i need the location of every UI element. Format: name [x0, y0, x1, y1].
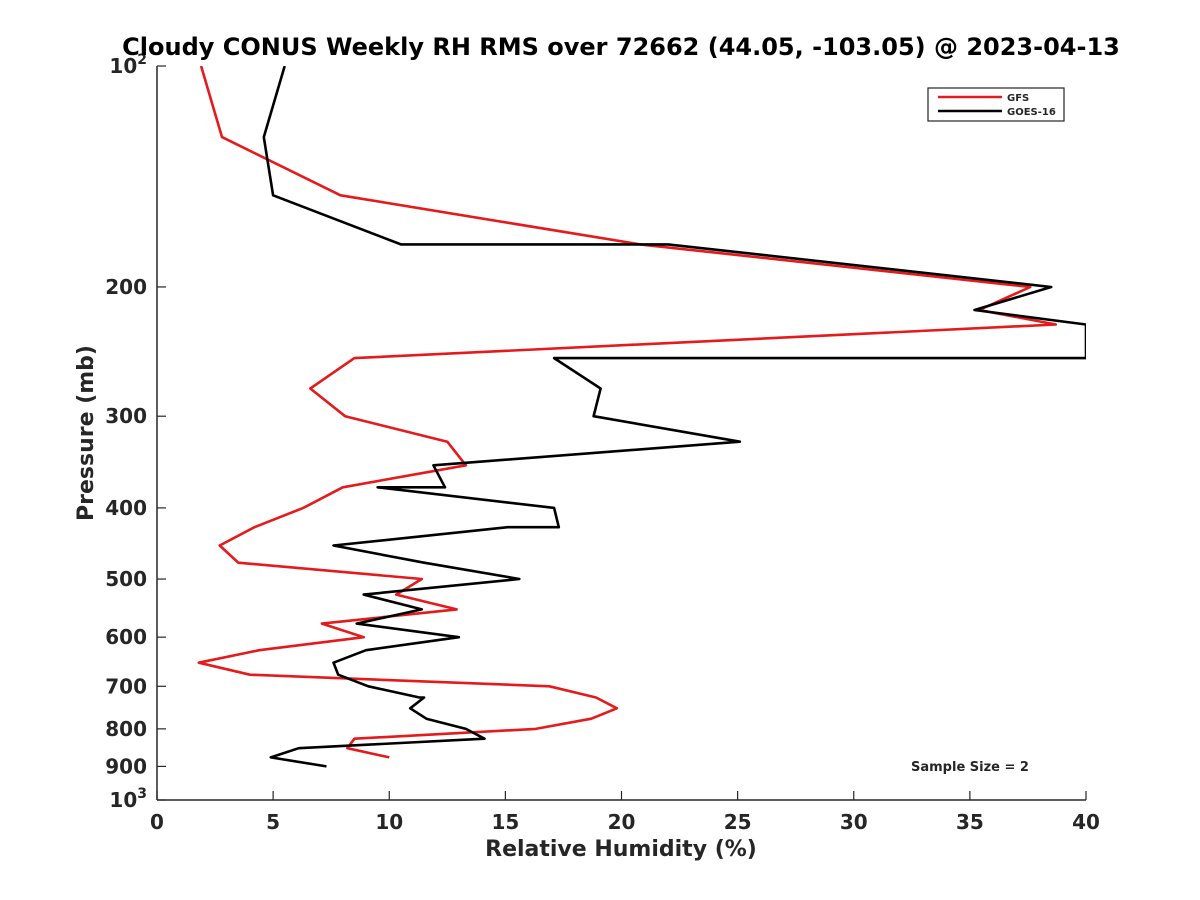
legend-box: [927, 87, 1065, 122]
y-tick-label: 200: [105, 275, 147, 299]
y-tick-label: 800: [105, 717, 147, 741]
y-tick-label: 700: [105, 674, 147, 698]
y-axis-label: Pressure (mb): [74, 345, 99, 521]
x-tick-label: 40: [1072, 810, 1100, 834]
chart-title: Cloudy CONUS Weekly RH RMS over 72662 (4…: [122, 33, 1120, 61]
y-tick-label: 600: [105, 625, 147, 649]
x-tick-label: 25: [724, 810, 752, 834]
x-tick-label: 0: [150, 810, 164, 834]
y-tick-label: 400: [105, 496, 147, 520]
x-ticks: 0 5 10 15 20 25 30 35 40: [150, 791, 1100, 834]
y-tick-label: 900: [105, 754, 147, 778]
x-tick-label: 15: [491, 810, 519, 834]
y-tick-exponent: 2: [137, 52, 147, 68]
y-tick-label: 300: [105, 404, 147, 428]
y-tick-label: 102: [109, 52, 147, 78]
y-tick-label: 103: [109, 786, 147, 812]
series-layer: [197, 66, 1086, 768]
plot-axes-frame: [157, 66, 1086, 800]
x-tick-label: 20: [608, 810, 636, 834]
x-axis-label: Relative Humidity (%): [485, 837, 757, 862]
x-tick-label: 5: [266, 810, 280, 834]
x-tick-label: 10: [375, 810, 403, 834]
sample-size-annotation: Sample Size = 2: [911, 760, 1029, 775]
x-tick-label: 35: [956, 810, 984, 834]
x-tick-label: 30: [840, 810, 868, 834]
y-tick-label: 500: [105, 567, 147, 591]
y-tick-exponent: 3: [137, 786, 147, 802]
legend-label-goes-16: GOES-16: [1007, 107, 1056, 118]
legend: GFS GOES-16: [927, 87, 1065, 122]
y-tick-base: 10: [109, 788, 137, 812]
legend-label-gfs: GFS: [1007, 93, 1029, 104]
y-tick-base: 10: [109, 54, 137, 78]
series-line-goes-16: [262, 66, 1086, 768]
series-line-gfs: [197, 66, 1058, 759]
